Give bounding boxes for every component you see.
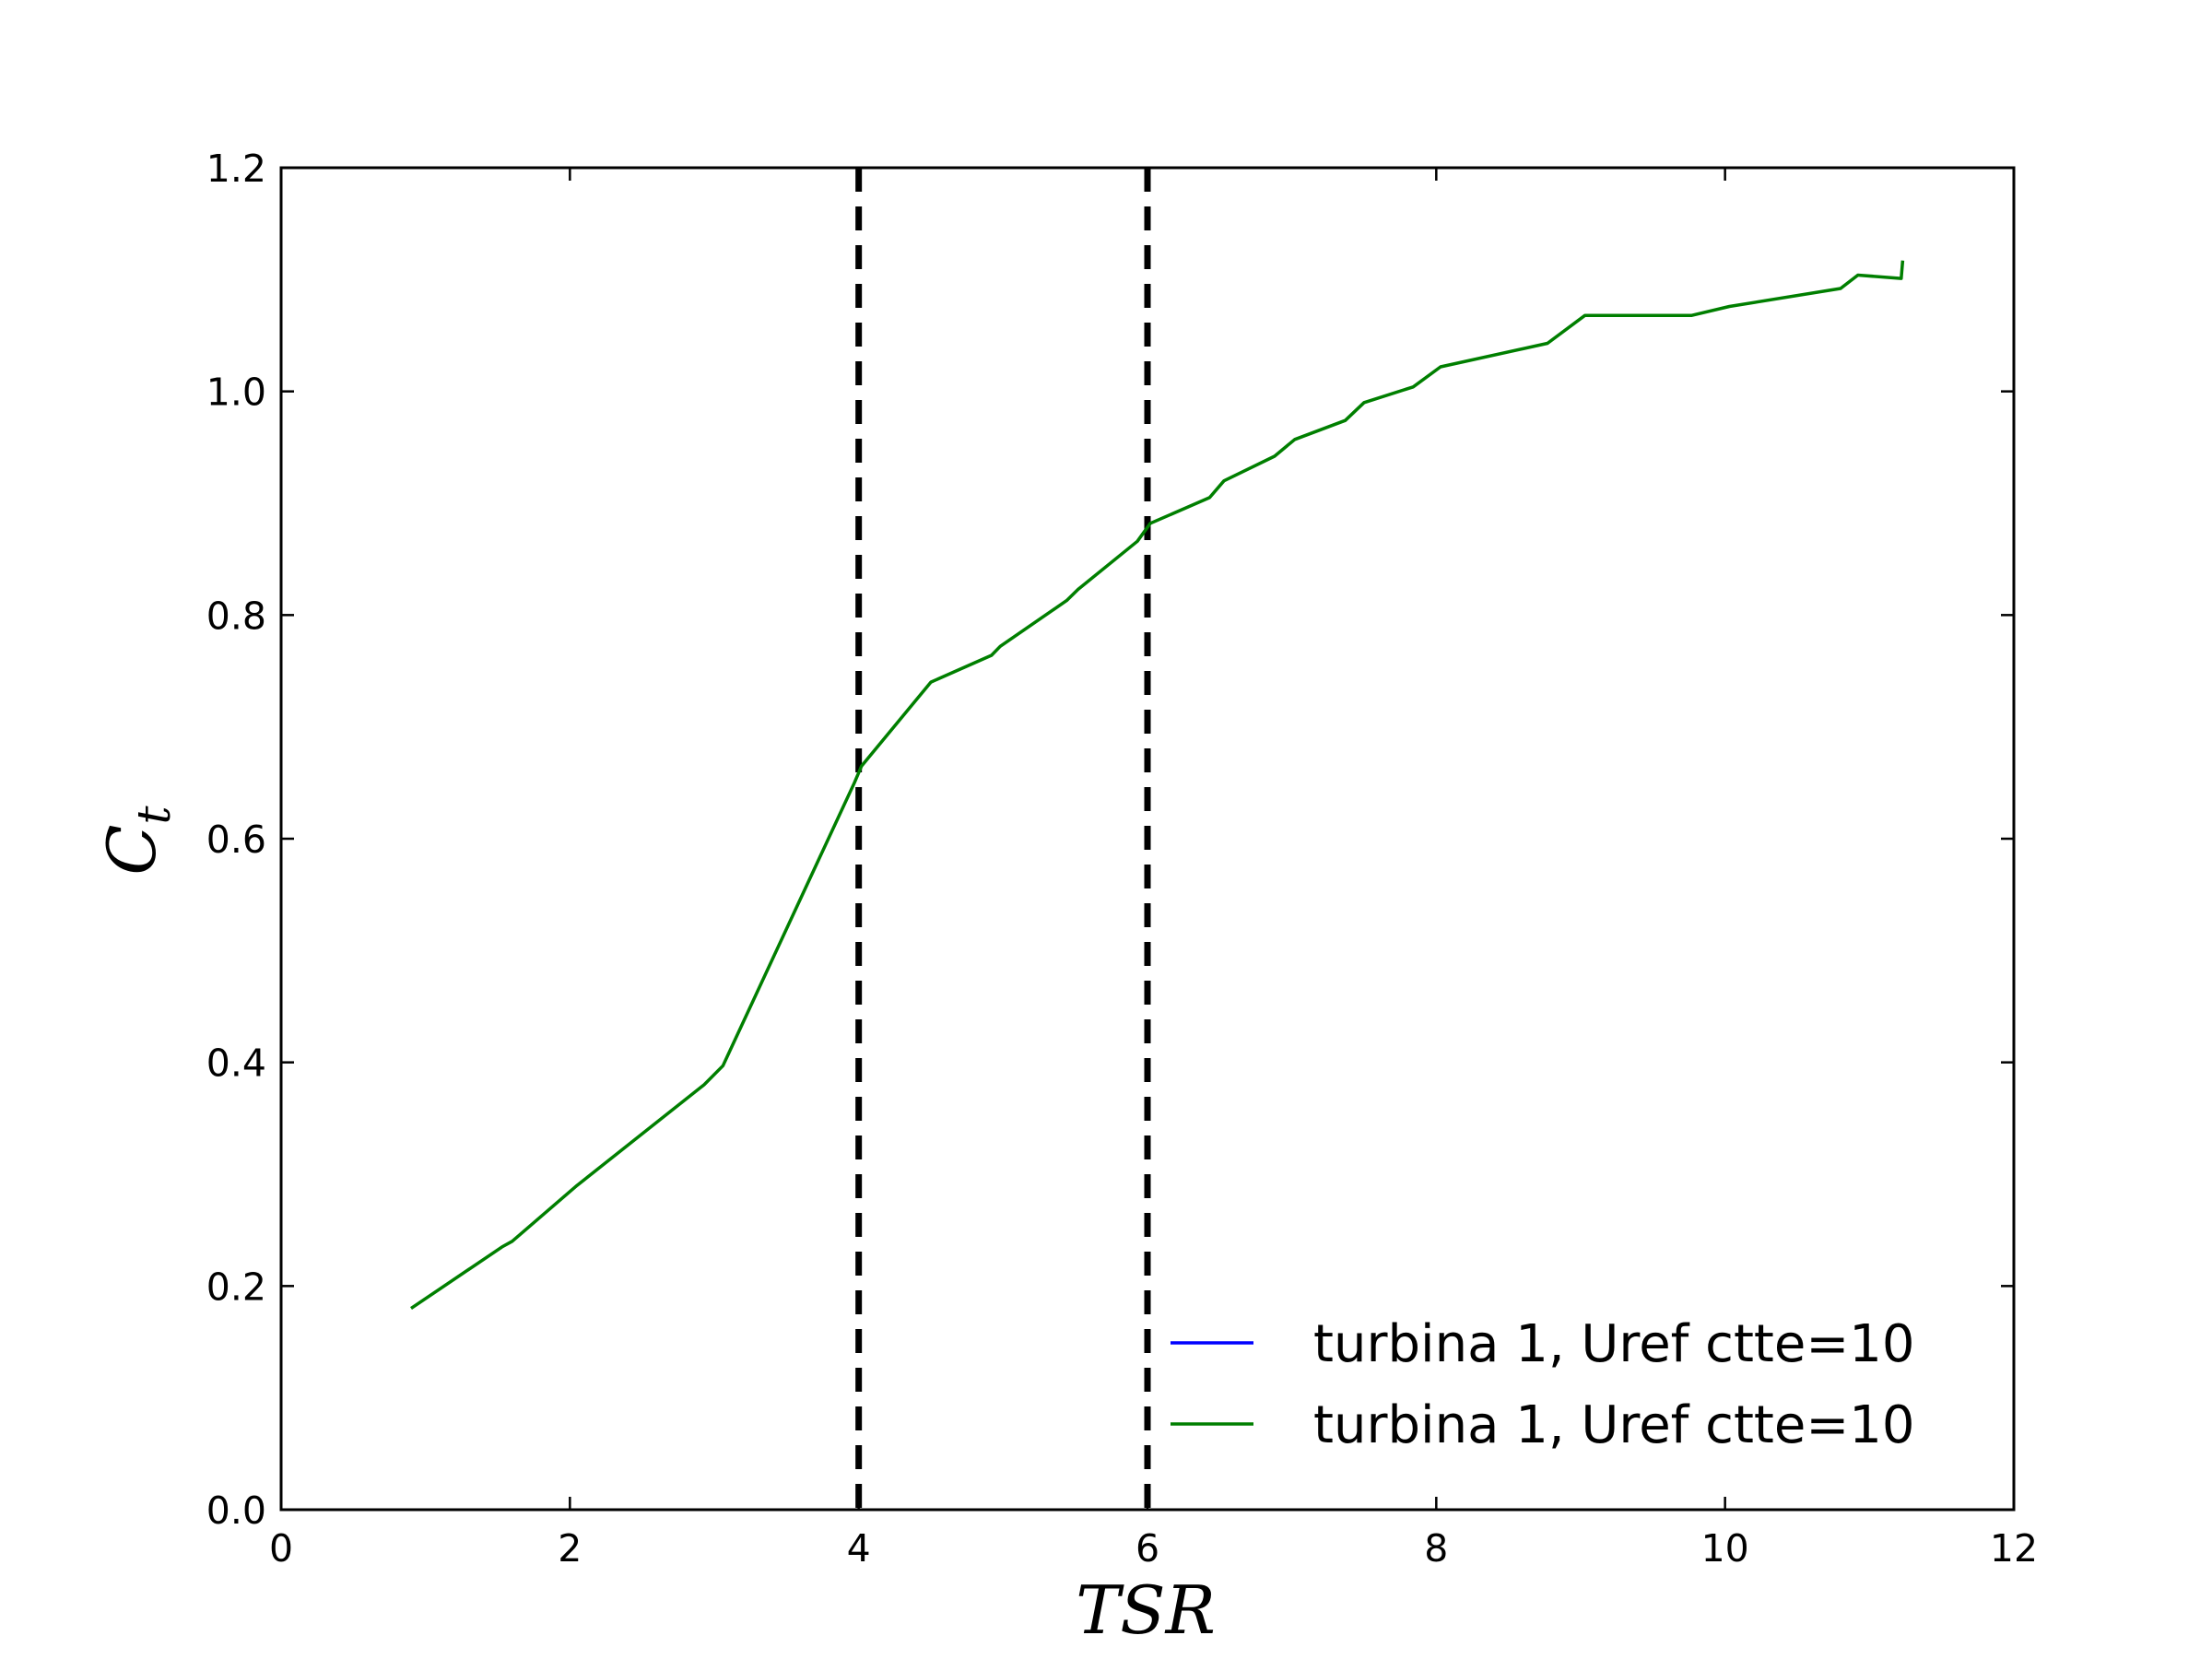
axis-ticks bbox=[279, 166, 2016, 1512]
y-tick-label: 0.0 bbox=[206, 1488, 266, 1533]
x-tick-label: 2 bbox=[558, 1526, 582, 1571]
legend: turbina 1, Uref ctte=10 turbina 1, Uref c… bbox=[1171, 1314, 1915, 1455]
legend-label-1: turbina 1, Uref ctte=10 bbox=[1313, 1314, 1915, 1374]
series-layer bbox=[410, 260, 1905, 1311]
series-line-2 bbox=[410, 260, 1905, 1311]
x-tick-label: 12 bbox=[1990, 1526, 2038, 1571]
svg-text:Ct: Ct bbox=[93, 806, 181, 876]
y-tick-label: 0.8 bbox=[206, 594, 266, 638]
reference-lines bbox=[855, 168, 1151, 1510]
x-axis-title: TSR bbox=[1076, 1571, 1216, 1649]
x-tick-label: 0 bbox=[269, 1526, 293, 1571]
y-tick-label: 1.0 bbox=[206, 371, 266, 415]
y-axis-title-subscript: t bbox=[127, 806, 181, 825]
x-tick-labels: 0 2 4 6 8 10 12 bbox=[269, 1526, 2038, 1571]
x-tick-label: 4 bbox=[847, 1526, 871, 1571]
y-axis-title-main: C bbox=[93, 825, 171, 876]
legend-label-2: turbina 1, Uref ctte=10 bbox=[1313, 1395, 1915, 1455]
y-tick-label: 1.2 bbox=[206, 147, 266, 191]
y-axis-title: Ct bbox=[93, 806, 181, 876]
y-tick-label: 0.6 bbox=[206, 818, 266, 862]
x-tick-label: 8 bbox=[1424, 1526, 1448, 1571]
x-tick-label: 6 bbox=[1135, 1526, 1159, 1571]
y-tick-label: 0.2 bbox=[206, 1265, 266, 1309]
y-tick-label: 0.4 bbox=[206, 1041, 266, 1086]
y-tick-labels: 0.0 0.2 0.4 0.6 0.8 1.0 1.2 bbox=[206, 147, 266, 1533]
x-tick-label: 10 bbox=[1701, 1526, 1749, 1571]
